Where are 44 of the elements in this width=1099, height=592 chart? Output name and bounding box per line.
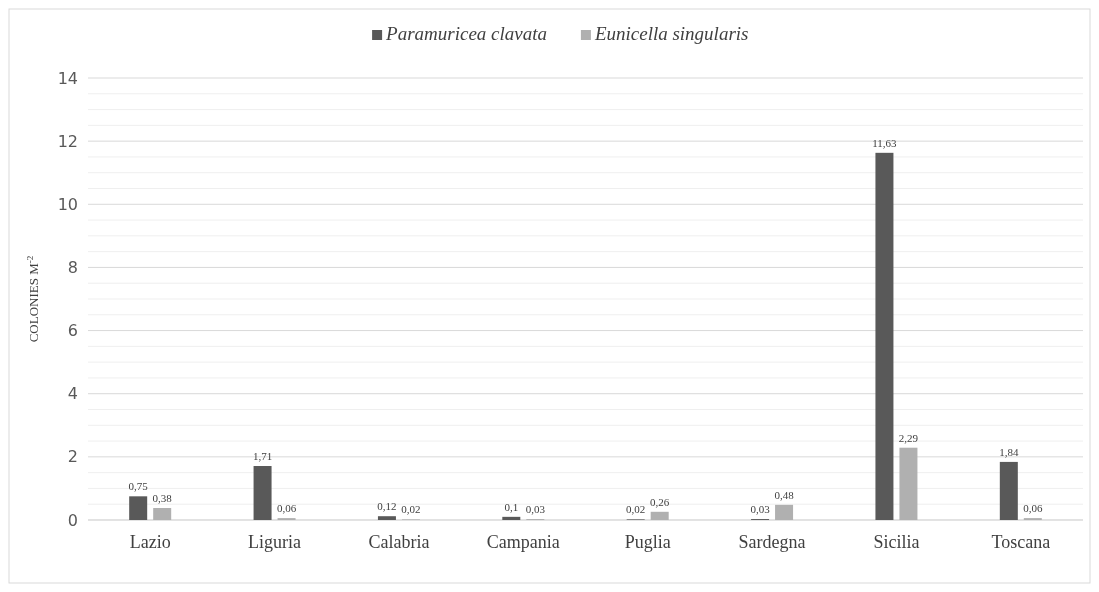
bar: [650, 511, 669, 520]
y-tick-label: 14: [57, 68, 78, 88]
bar: [129, 496, 148, 520]
bar: [153, 508, 172, 520]
y-tick-label: 2: [67, 447, 78, 467]
data-label: 0,1: [504, 500, 519, 513]
data-label: 2,29: [898, 431, 919, 444]
bar: [899, 447, 918, 520]
bar: [775, 504, 794, 520]
data-label: 0,26: [650, 495, 670, 508]
y-tick-label: 4: [67, 384, 78, 404]
legend-label: Eunicella singularis: [593, 23, 749, 44]
data-label: 1,84: [999, 445, 1019, 458]
data-label: 0,02: [401, 503, 421, 516]
data-label: 0,06: [1023, 502, 1043, 515]
x-tick-label: Puglia: [624, 532, 671, 552]
bar: [875, 152, 894, 520]
bar: [253, 466, 272, 520]
x-tick-label: Lazio: [129, 532, 171, 552]
x-tick-label: Sicilia: [873, 532, 920, 552]
data-label: 11,63: [872, 136, 898, 149]
data-label: 0,48: [774, 488, 795, 501]
bar: [377, 516, 396, 520]
x-tick-label: Campania: [486, 532, 560, 552]
x-tick-label: Calabria: [368, 532, 430, 552]
legend-label: Paramuricea clavata: [385, 23, 548, 44]
y-tick-label: 12: [57, 131, 78, 151]
data-label: 1,71: [252, 450, 273, 463]
bar: [502, 516, 521, 520]
y-tick-label: 8: [67, 258, 78, 278]
x-tick-label: Liguria: [248, 532, 302, 552]
data-label: 0,12: [377, 500, 397, 513]
data-label: 0,02: [626, 503, 646, 516]
x-tick-label: Sardegna: [738, 532, 806, 552]
x-tick-label: Toscana: [991, 532, 1051, 552]
data-label: 0,03: [750, 503, 771, 516]
y-tick-label: 0: [67, 510, 78, 530]
data-label: 0,06: [276, 502, 297, 515]
data-label: 0,75: [128, 480, 149, 493]
data-label: 0,38: [152, 492, 173, 504]
bar: [999, 461, 1018, 520]
data-label: 0,03: [525, 503, 546, 516]
y-tick-label: 6: [67, 321, 78, 341]
y-tick-label: 10: [57, 194, 78, 214]
